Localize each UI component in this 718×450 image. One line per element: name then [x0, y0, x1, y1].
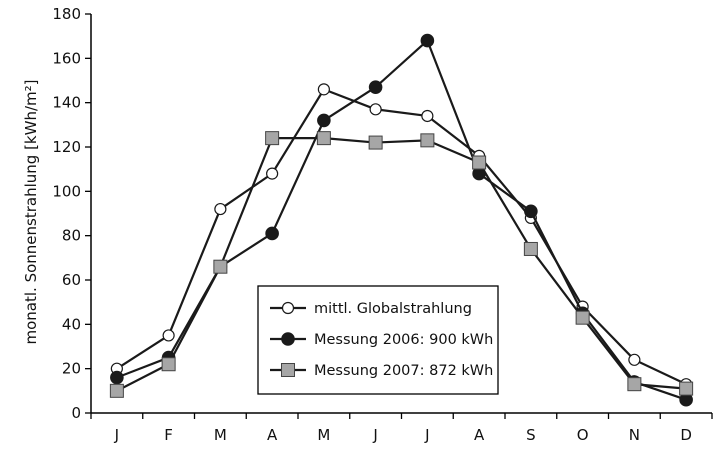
data-point [627, 377, 642, 392]
x-tick-label: F [164, 426, 173, 444]
data-point [368, 135, 383, 150]
data-point [317, 113, 331, 128]
x-tick-label: J [424, 426, 429, 444]
series-group [109, 33, 694, 407]
data-point [524, 204, 538, 219]
x-tick-label: N [629, 426, 640, 444]
data-point [317, 83, 330, 96]
data-point [265, 226, 279, 241]
data-point [161, 357, 176, 372]
x-tick-label: J [372, 426, 377, 444]
data-point [575, 310, 590, 325]
y-tick-label: 140 [52, 94, 81, 112]
y-tick-label: 60 [62, 271, 81, 289]
data-point [628, 353, 641, 366]
data-point [369, 103, 382, 116]
legend-marker [281, 363, 295, 377]
y-tick-label: 0 [71, 404, 81, 422]
legend-marker [281, 332, 295, 346]
data-point [421, 109, 434, 123]
data-point [162, 329, 175, 342]
legend-marker [281, 301, 295, 315]
data-point [420, 33, 435, 48]
data-point [368, 80, 383, 94]
y-tick-label: 160 [52, 49, 81, 67]
legend-label: Messung 2007: 872 kWh [314, 363, 493, 379]
y-tick-label: 40 [62, 315, 81, 333]
x-tick-label: S [526, 426, 536, 444]
x-tick-label: J [114, 426, 119, 444]
y-axis-label: monatl. Sonnenstrahlung [kWh/m²] [22, 80, 40, 345]
y-tick-label: 120 [52, 138, 81, 156]
data-point [213, 259, 228, 274]
x-tick-label: A [267, 426, 278, 444]
data-point [316, 131, 331, 146]
x-tick-label: M [214, 426, 227, 444]
series-3 [109, 131, 694, 398]
data-point [214, 202, 227, 216]
x-tick-label: M [317, 426, 330, 444]
data-point [266, 167, 279, 180]
x-tick-label: D [680, 426, 692, 444]
legend: mittl. Globalstrahlung Messung 2006: 900 … [257, 285, 499, 395]
y-tick-label: 180 [52, 5, 81, 23]
y-tick-label: 80 [62, 227, 81, 245]
legend-label: Messung 2006: 900 kWh [314, 332, 493, 348]
legend-label: mittl. Globalstrahlung [314, 301, 472, 317]
data-point [110, 370, 124, 385]
x-tick-label: A [474, 426, 485, 444]
data-point [109, 383, 124, 398]
data-point [265, 131, 280, 146]
data-point [472, 155, 487, 170]
data-point [420, 133, 435, 148]
series-line [116, 137, 687, 392]
x-tick-label: O [577, 426, 589, 444]
series-line [116, 88, 687, 386]
y-tick-label: 100 [52, 182, 81, 200]
y-tick-label: 20 [62, 360, 81, 378]
y-ticks: 0 20 40 60 80 100 120 140 160 180 [52, 5, 91, 422]
data-point [679, 381, 694, 396]
data-point [523, 241, 538, 256]
legend-item: mittl. Globalstrahlung [270, 301, 472, 317]
legend-item: Messung 2006: 900 kWh [270, 332, 493, 348]
legend-item: Messung 2007: 872 kWh [270, 363, 493, 379]
